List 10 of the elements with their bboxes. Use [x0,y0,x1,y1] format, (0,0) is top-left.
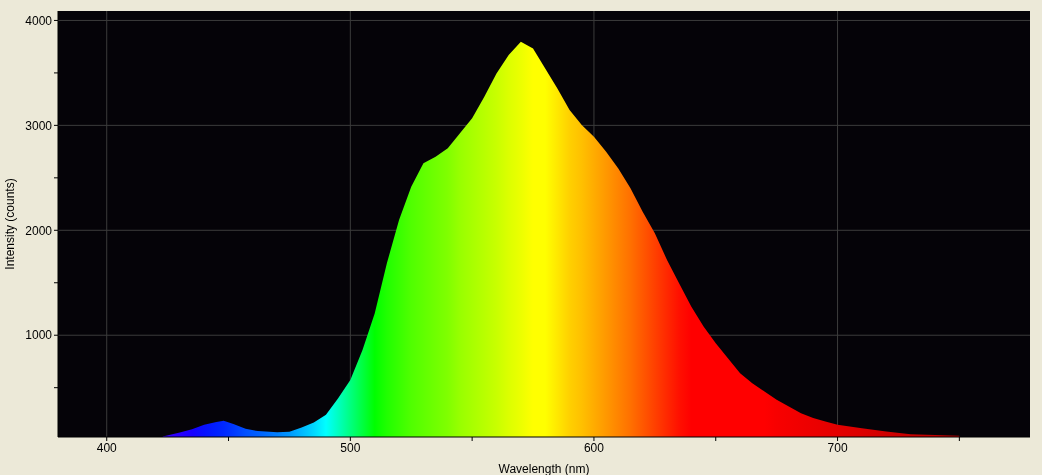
x-tick-label: 500 [340,440,361,455]
x-tick-label: 400 [96,440,118,455]
y-tick-label: 3000 [25,118,53,133]
x-tick-label: 600 [583,440,605,455]
y-tick-label: 4000 [25,13,53,28]
y-tick-label: 1000 [25,328,53,343]
x-tick-label: 700 [827,440,848,455]
x-axis-title: Wavelength (nm) [498,462,590,475]
y-axis-title: Intensity (counts) [3,178,18,270]
y-tick-label: 2000 [25,223,53,238]
